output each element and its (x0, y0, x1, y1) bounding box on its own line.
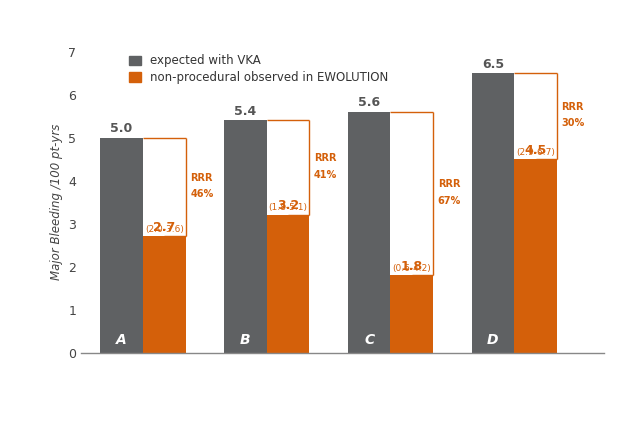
Legend: expected with VKA, non-procedural observed in EWOLUTION: expected with VKA, non-procedural observ… (129, 55, 388, 84)
Text: 2.7: 2.7 (153, 221, 176, 234)
Text: C: C (364, 333, 374, 347)
Text: (0.6-4.2): (0.6-4.2) (392, 253, 431, 273)
Text: RRR: RRR (190, 173, 212, 183)
Bar (514, 159, 557, 353)
Text: 4.5: 4.5 (525, 144, 547, 157)
Text: D: D (487, 333, 498, 347)
Text: RRR: RRR (438, 179, 460, 189)
Bar (348, 112, 391, 353)
Text: B: B (240, 333, 250, 347)
Bar (391, 275, 433, 353)
Text: (2.0-3.6): (2.0-3.6) (145, 215, 184, 234)
Text: (2.9-6.7): (2.9-6.7) (516, 137, 555, 157)
Bar (143, 237, 186, 353)
Text: A: A (116, 333, 127, 347)
Bar (224, 120, 267, 353)
Text: RRR: RRR (314, 154, 336, 163)
Text: 1.8: 1.8 (401, 260, 423, 273)
Text: (1.8-5.1): (1.8-5.1) (269, 193, 308, 212)
Text: 5.6: 5.6 (358, 96, 380, 109)
Text: RRR: RRR (561, 102, 584, 112)
Text: 5.0: 5.0 (110, 122, 133, 135)
Text: 6.5: 6.5 (482, 58, 504, 71)
Text: 30%: 30% (561, 118, 585, 128)
Y-axis label: Major Bleeding /100 pt-yrs: Major Bleeding /100 pt-yrs (50, 124, 62, 280)
Bar (100, 138, 143, 353)
Text: 3.2: 3.2 (277, 200, 299, 212)
Text: 67%: 67% (438, 196, 461, 206)
Bar (267, 215, 310, 353)
Bar (472, 73, 514, 353)
Text: 5.4: 5.4 (234, 105, 257, 118)
Text: 46%: 46% (190, 189, 214, 199)
Text: 41%: 41% (314, 170, 337, 180)
